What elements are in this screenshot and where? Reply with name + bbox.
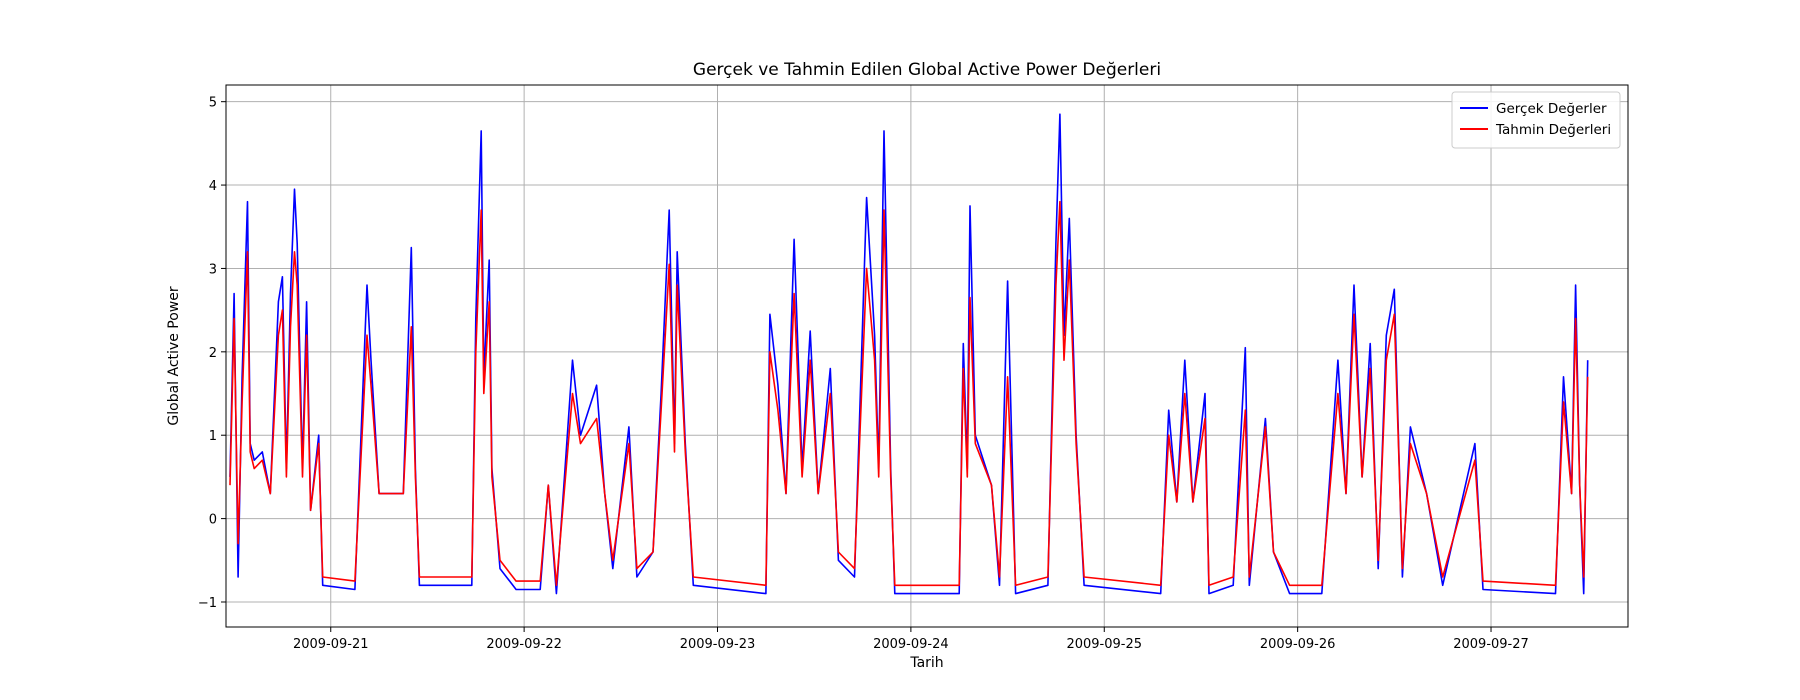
x-tick-label: 2009-09-27	[1453, 637, 1529, 652]
y-axis-title: Global Active Power	[166, 286, 182, 425]
x-tick-label: 2009-09-23	[680, 637, 756, 652]
x-tick-label: 2009-09-25	[1066, 637, 1142, 652]
y-tick-label: 5	[209, 96, 217, 111]
y-tick-label: 2	[209, 346, 217, 361]
grid	[226, 85, 1628, 627]
plot-frame	[225, 84, 1629, 628]
series-line-1	[229, 200, 1589, 587]
legend-box	[1451, 91, 1621, 149]
y-tick-label: 0	[209, 513, 217, 528]
x-axis: 2009-09-21 2009-09-22 2009-09-23 2009-09-24…	[293, 627, 1529, 652]
chart-title: Gerçek ve Tahmin Edilen Global Active Po…	[693, 60, 1161, 80]
y-tick-label: 3	[209, 262, 217, 277]
x-tick-label: 2009-09-21	[293, 637, 369, 652]
x-tick-label: 2009-09-22	[486, 637, 562, 652]
series-group	[229, 113, 1589, 595]
x-tick-label: 2009-09-24	[873, 637, 949, 652]
legend: Gerçek Değerler Tahmin Değerleri	[1451, 91, 1621, 149]
legend-label: Gerçek Değerler	[1496, 101, 1607, 117]
x-tick-label: 2009-09-26	[1260, 637, 1336, 652]
y-tick-label: −1	[198, 596, 217, 611]
y-tick-label: 4	[209, 179, 217, 194]
series-line-0	[229, 113, 1589, 595]
y-tick-label: 1	[209, 429, 217, 444]
legend-label: Tahmin Değerleri	[1495, 122, 1611, 138]
y-axis: −1 0 1 2 3 4 5	[198, 96, 226, 611]
x-axis-title: Tarih	[909, 655, 943, 671]
